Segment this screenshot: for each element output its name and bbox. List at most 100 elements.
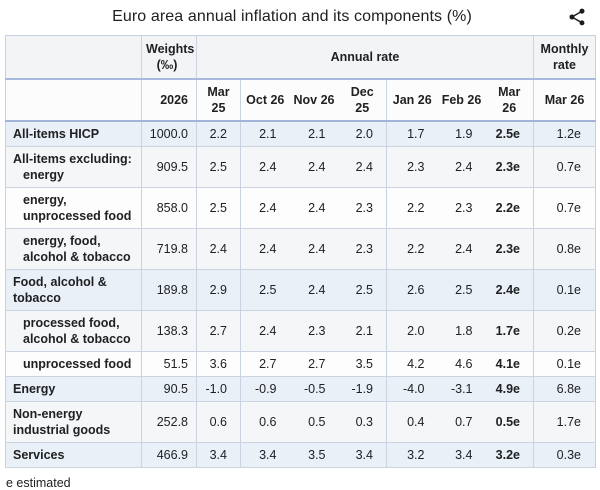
annual-rate-cell: 2.6 — [407, 283, 425, 297]
table-row: energy, unprocessed food 858.0 2.5 2.4 2.4 2.… — [5, 187, 596, 229]
annual-rate-cell: 2.3 — [407, 160, 425, 174]
annual-rate-cell: 2.4 — [455, 242, 473, 256]
annual-rate-cell: -1.0 — [196, 376, 241, 402]
annual-rate-cell: 3.4 — [259, 448, 277, 462]
annual-rate-cell: 2.5 — [196, 146, 241, 188]
weight-cell: 51.5 — [141, 351, 197, 377]
table-row: energy, food, alcohol & tobacco 719.8 2.4 2… — [5, 228, 596, 270]
annual-rate-cell: 2.2e — [485, 187, 534, 229]
annual-rate-cell: 2.3 — [455, 201, 473, 215]
annual-rate-cell: 2.5 — [259, 283, 277, 297]
annual-rate-cell: 2.2 — [407, 242, 425, 256]
annual-rate-cell: 1.7 — [407, 127, 425, 141]
month-header: Feb 26 — [437, 79, 486, 122]
weight-cell: 858.0 — [141, 187, 197, 229]
annual-rate-cell: 2.3e — [485, 146, 534, 188]
annual-rate-cell: 2.0 — [407, 324, 425, 338]
annual-rate-cell: 4.6 — [455, 357, 473, 371]
weight-cell: 90.5 — [141, 376, 197, 402]
weight-cell: 138.3 — [141, 310, 197, 352]
row-label: processed food, alcohol & tobacco — [5, 310, 142, 352]
annual-rate-cell: 2.4 — [308, 283, 326, 297]
annual-rate-cell: 2.2 — [196, 121, 241, 147]
monthly-rate-group-header: Monthly rate — [533, 35, 596, 80]
annual-rate-cell: -0.5 — [303, 382, 326, 396]
monthly-rate-cell: 0.1e — [556, 283, 581, 297]
annual-rate-cell: 2.0 — [338, 121, 387, 147]
annual-rate-cell: -0.9 — [254, 382, 277, 396]
row-label: energy, food, alcohol & tobacco — [5, 228, 142, 270]
table-row: All-items HICP 1000.0 2.2 2.1 2.1 2.0 1.7 1.9 2.… — [5, 121, 596, 147]
annual-rate-group-header: Annual rate — [196, 35, 534, 80]
monthly-month-header: Mar 26 — [533, 79, 596, 122]
row-label: All-items HICP — [5, 121, 142, 147]
table-row: Food, alcohol & tobacco 189.8 2.9 2.5 2.4 2.5… — [5, 269, 596, 311]
table-row: Energy 90.5 -1.0 -0.9 -0.5 -1.9 -4.0 -3.1 4.9e 6.… — [5, 376, 596, 402]
annual-rate-cell: 2.3 — [308, 324, 326, 338]
annual-rate-cell: 3.4 — [196, 442, 241, 468]
weight-cell: 252.8 — [141, 401, 197, 443]
table-row: Services 466.9 3.4 3.4 3.5 3.4 3.2 3.4 3.2e 0.3e — [5, 442, 596, 468]
share-icon[interactable] — [567, 7, 587, 27]
annual-rate-cell: 0.5 — [308, 415, 326, 429]
month-header: Mar 26 — [485, 79, 534, 122]
month-header: Dec 25 — [338, 79, 387, 122]
annual-rate-cell: 2.4 — [308, 201, 326, 215]
annual-rate-cell: 3.5 — [338, 351, 387, 377]
annual-rate-cell: 2.4 — [259, 201, 277, 215]
annual-rate-cell: 1.9 — [455, 127, 473, 141]
annual-rate-cell: 3.2 — [407, 448, 425, 462]
title-bar: Euro area annual inflation and its compo… — [0, 0, 600, 33]
monthly-rate-cell: 0.2e — [556, 324, 581, 338]
monthly-rate-cell: 1.2e — [556, 127, 581, 141]
annual-rate-cell: 0.7 — [455, 415, 473, 429]
monthly-rate-cell: 0.8e — [556, 242, 581, 256]
annual-rate-cell: 3.6 — [196, 351, 241, 377]
annual-rate-cell: 3.5 — [308, 448, 326, 462]
annual-rate-cell: 3.4 — [455, 448, 473, 462]
annual-rate-cell: 2.7 — [259, 357, 277, 371]
annual-rate-cell: 2.2 — [407, 201, 425, 215]
monthly-rate-cell: 0.3e — [556, 448, 581, 462]
page-title: Euro area annual inflation and its compo… — [112, 8, 472, 25]
monthly-rate-cell: 0.1e — [556, 357, 581, 371]
annual-rate-cell: 2.4e — [485, 269, 534, 311]
annual-rate-cell: 4.9e — [485, 376, 534, 402]
table-row: unprocessed food 51.5 3.6 2.7 2.7 3.5 4.2 4.6 4.… — [5, 351, 596, 377]
annual-rate-cell: 2.4 — [308, 242, 326, 256]
empty-corner-cell — [5, 79, 142, 122]
annual-rate-cell: 2.7 — [308, 357, 326, 371]
header-period-row: 2026 Mar 25 Oct 26 Nov 26 Dec 25 Jan 26 … — [5, 79, 596, 122]
inflation-table: Weights (‰) Annual rate Monthly rate 202… — [5, 35, 596, 468]
month-header: Oct 26 — [240, 79, 290, 122]
annual-rate-cell: 2.4 — [259, 324, 277, 338]
monthly-rate-cell: 0.7e — [556, 201, 581, 215]
annual-rate-cell: 1.8 — [455, 324, 473, 338]
row-label: energy, unprocessed food — [5, 187, 142, 229]
monthly-rate-cell: 6.8e — [556, 382, 581, 396]
annual-rate-cell: 0.6 — [259, 415, 277, 429]
annual-rate-cell: 1.7e — [485, 310, 534, 352]
weight-cell: 1000.0 — [141, 121, 197, 147]
annual-rate-cell: 2.3e — [485, 228, 534, 270]
weight-cell: 719.8 — [141, 228, 197, 270]
annual-rate-cell: 2.4 — [338, 146, 387, 188]
annual-rate-cell: 2.3 — [338, 187, 387, 229]
month-header: Jan 26 — [386, 79, 438, 122]
annual-rate-cell: 2.1 — [259, 127, 277, 141]
row-label: Services — [5, 442, 142, 468]
annual-rate-cell: 2.1 — [308, 127, 326, 141]
row-label: Energy — [5, 376, 142, 402]
footnote: e estimated — [6, 476, 71, 490]
table-row: processed food, alcohol & tobacco 138.3 2.… — [5, 310, 596, 352]
annual-rate-cell: 2.1 — [338, 310, 387, 352]
weight-cell: 909.5 — [141, 146, 197, 188]
table-row: Non-energy industrial goods 252.8 0.6 0.6 0.… — [5, 401, 596, 443]
annual-rate-cell: -3.1 — [450, 382, 473, 396]
annual-rate-cell: 2.5 — [455, 283, 473, 297]
annual-rate-cell: 2.4 — [455, 160, 473, 174]
annual-rate-cell: 2.5 — [196, 187, 241, 229]
annual-rate-cell: 3.2e — [485, 442, 534, 468]
annual-rate-cell: 2.7 — [196, 310, 241, 352]
weights-year-header: 2026 — [141, 79, 197, 122]
